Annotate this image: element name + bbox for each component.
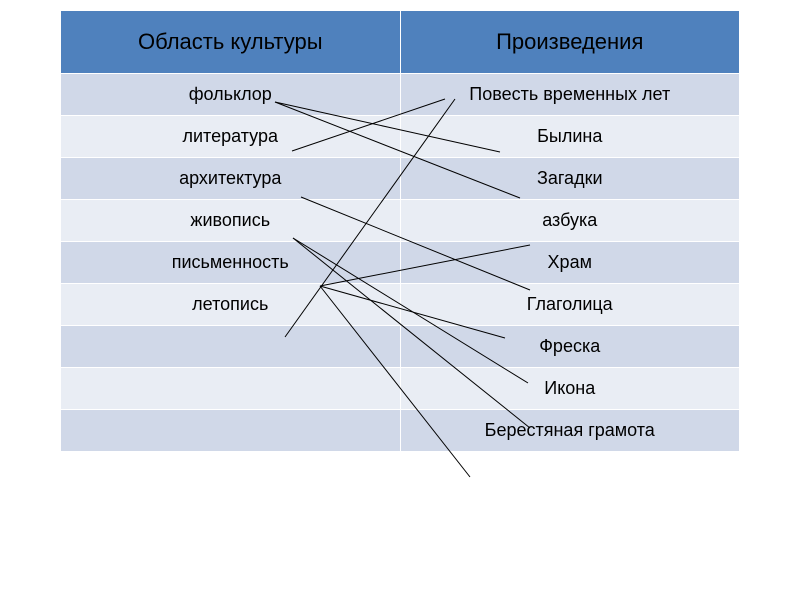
left-item: архитектура <box>61 158 401 199</box>
table-row: литература Былина <box>61 116 739 158</box>
table-header-row: Область культуры Произведения <box>61 11 739 74</box>
right-item: Повесть временных лет <box>401 74 740 115</box>
left-item: фольклор <box>61 74 401 115</box>
table-row: живопись азбука <box>61 200 739 242</box>
left-item <box>61 368 401 409</box>
table-row: Фреска <box>61 326 739 368</box>
right-item: азбука <box>401 200 740 241</box>
right-item: Храм <box>401 242 740 283</box>
right-item: Икона <box>401 368 740 409</box>
table-row: Берестяная грамота <box>61 410 739 451</box>
table-row: фольклор Повесть временных лет <box>61 74 739 116</box>
table-row: архитектура Загадки <box>61 158 739 200</box>
left-item: письменность <box>61 242 401 283</box>
right-item: Былина <box>401 116 740 157</box>
left-item <box>61 410 401 451</box>
right-item: Загадки <box>401 158 740 199</box>
header-right: Произведения <box>401 11 740 73</box>
matching-table: Область культуры Произведения фольклор П… <box>60 10 740 452</box>
right-item: Глаголица <box>401 284 740 325</box>
right-item: Фреска <box>401 326 740 367</box>
left-item: живопись <box>61 200 401 241</box>
header-left: Область культуры <box>61 11 401 73</box>
table-row: письменность Храм <box>61 242 739 284</box>
left-item: литература <box>61 116 401 157</box>
table-row: Икона <box>61 368 739 410</box>
left-item: летопись <box>61 284 401 325</box>
left-item <box>61 326 401 367</box>
right-item: Берестяная грамота <box>401 410 740 451</box>
table-row: летопись Глаголица <box>61 284 739 326</box>
